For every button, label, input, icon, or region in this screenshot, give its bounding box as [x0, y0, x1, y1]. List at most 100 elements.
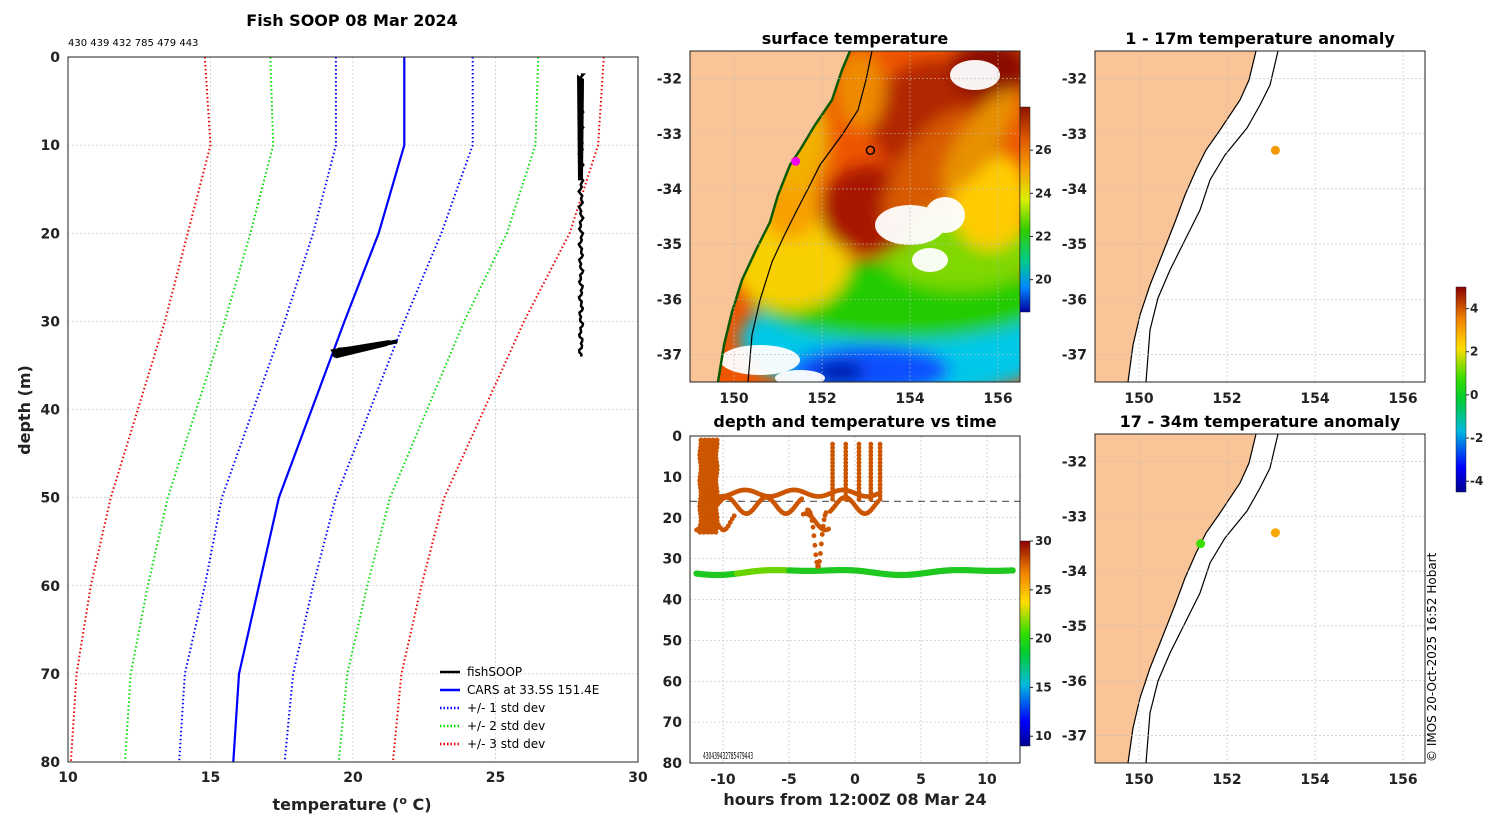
- map-lon-tick-label: 152: [1212, 391, 1241, 407]
- ts-shallow-point: [856, 478, 862, 484]
- anomaly-colorbar-tick-label: 2: [1470, 345, 1478, 359]
- ts-shallow-point: [868, 493, 874, 499]
- map-lat-tick-label: -37: [1062, 729, 1087, 745]
- profile-x-ticks: 10 15 20 25 30: [58, 770, 648, 786]
- ts-shallow-point: [712, 515, 717, 521]
- map-lat-tick-label: -35: [657, 237, 682, 253]
- ts-y-tick-label: 0: [672, 429, 682, 445]
- ts-x-tick-label: -10: [710, 772, 736, 788]
- ts-shallow-point: [868, 445, 874, 451]
- ts-shallow-point: [843, 463, 849, 469]
- ts-shallow-point: [856, 496, 862, 502]
- profile-y-tick-label: 10: [41, 138, 61, 154]
- ts-shallow-point: [843, 445, 849, 451]
- ts-shallow-point: [705, 503, 711, 509]
- ts-colorbar: [1019, 540, 1031, 747]
- ts-shallow-point: [856, 441, 862, 447]
- legend-label: fishSOOP: [467, 665, 522, 679]
- ts-shallow-point: [843, 485, 849, 491]
- ts-shallow-point: [713, 529, 719, 535]
- profile-y-tick-label: 70: [41, 667, 61, 683]
- map-lat-tick-label: -35: [1062, 237, 1087, 253]
- map-lon-tick-label: 156: [983, 391, 1012, 407]
- ts-shallow-point: [714, 518, 719, 524]
- ts-x-tick-label: -5: [781, 772, 797, 788]
- ts-shallow-point: [809, 518, 815, 523]
- profile-series: [69, 56, 605, 763]
- ts-colorbar-tick-label: 25: [1035, 583, 1052, 597]
- anom2-shelf-contour: [1145, 434, 1279, 763]
- ts-shallow-point: [868, 496, 874, 502]
- map-lat-tick-label: -33: [1062, 509, 1087, 525]
- profile-y-tick-label: 20: [41, 226, 61, 242]
- ts-shallow-point: [830, 463, 835, 469]
- sst-colorbar-tick-label: 24: [1035, 186, 1052, 200]
- ts-shallow-point: [856, 489, 862, 495]
- ts-shallow-point: [830, 496, 835, 502]
- xlabel-superscript: o: [399, 794, 407, 807]
- ts-shallow-point: [856, 463, 862, 469]
- map-lat-tick-label: -34: [657, 182, 683, 198]
- ts-shallow-point: [700, 520, 705, 525]
- anom1-title: 1 - 17m temperature anomaly: [1125, 29, 1395, 48]
- ts-shallow-point: [856, 471, 862, 477]
- sst-colorbar-ticks: 26 24 22 20: [1030, 143, 1052, 287]
- anomaly-point: [1270, 528, 1280, 538]
- ts-shallow-point: [705, 452, 711, 458]
- sst-map: [690, 51, 1020, 382]
- ts-shallow-point: [697, 503, 703, 509]
- ts-shallow-point: [868, 467, 874, 473]
- fishsoop-profile: [330, 73, 587, 359]
- sst-map-panel: surface temperature: [657, 29, 1052, 407]
- ts-shallow-point: [877, 460, 883, 465]
- sst-colorbar-tick-label: 20: [1035, 273, 1052, 287]
- ts-shallow-point: [856, 493, 862, 499]
- mooring-marker: [791, 156, 801, 166]
- ts-shallow-point: [714, 437, 720, 443]
- xlabel-text: temperature (: [272, 795, 399, 814]
- ts-shallow-point: [812, 542, 818, 548]
- fishsoop-location-circle: [865, 145, 876, 156]
- ts-shallow-point: [843, 493, 849, 499]
- ts-shallow-point: [830, 456, 835, 462]
- anom1-grid: [1095, 51, 1425, 382]
- map-lat-tick-label: -36: [1062, 292, 1087, 308]
- ts-shallow-point: [843, 478, 849, 484]
- profile-y-tick-label: 80: [41, 755, 61, 771]
- ts-shallow-point: [705, 529, 711, 535]
- ts-shallow-point: [710, 437, 716, 443]
- ts-shallow-point: [856, 456, 862, 462]
- ts-shallow-point: [830, 474, 835, 480]
- ts-shallow-point: [868, 452, 874, 458]
- profile-y-tick-label: 40: [41, 403, 61, 419]
- ts-shallow-point: [877, 449, 883, 454]
- ts-shallow-point: [702, 463, 708, 469]
- ts-shallow-point: [705, 477, 711, 484]
- ts-y-tick-label: 80: [663, 756, 683, 772]
- ts-shallow-point: [709, 452, 715, 458]
- profile-x-tick-label: 20: [343, 770, 363, 786]
- ts-shallow-point: [877, 467, 883, 473]
- map-lon-tick-label: 150: [1124, 772, 1153, 788]
- ts-shallow-point: [706, 463, 712, 469]
- map-lon-tick-label: 156: [1388, 772, 1417, 788]
- map-lon-tick-label: 152: [807, 391, 836, 407]
- imos-credit: © IMOS 20-Oct-2025 16:52 Hobart: [1425, 552, 1439, 762]
- ts-shallow-point: [697, 452, 703, 458]
- ts-shallow-point: [868, 489, 874, 495]
- ts-shallow-point: [830, 485, 835, 491]
- ts-shallow-point: [843, 474, 849, 480]
- ts-shallow-point: [877, 496, 883, 502]
- ts-shallow-point: [868, 463, 874, 469]
- ts-shallow-point: [808, 513, 814, 519]
- ts-shallow-point: [710, 463, 716, 469]
- map-lat-tick-label: -36: [657, 292, 682, 308]
- legend-label: +/- 1 std dev: [467, 701, 545, 715]
- ts-data: [690, 437, 1020, 579]
- ts-shallow-point: [877, 482, 883, 488]
- ts-colorbar-tick-label: 10: [1035, 729, 1052, 743]
- anomaly-shallow-panel: 1 - 17m temperature anomaly 150 152 154 156…: [1062, 29, 1426, 407]
- map-lat-tick-label: -33: [657, 127, 682, 143]
- legend-label: +/- 2 std dev: [467, 719, 545, 733]
- ts-shallow-point: [877, 452, 883, 458]
